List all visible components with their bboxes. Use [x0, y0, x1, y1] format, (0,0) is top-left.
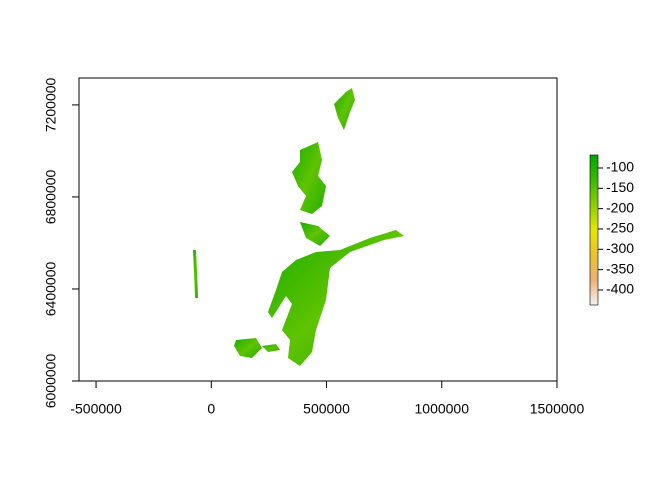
colorbar-tick-label: -300: [606, 240, 634, 256]
x-tick-label: 500000: [303, 401, 350, 417]
y-tick-label: 7200000: [43, 77, 59, 132]
x-tick-label: 1500000: [530, 401, 585, 417]
colorbar-tick-label: -200: [606, 199, 634, 215]
y-tick-label: 6000000: [43, 354, 59, 409]
colorbar-tick-label: -400: [606, 281, 634, 297]
y-tick-label: 6400000: [43, 262, 59, 317]
y-tick-label: 6800000: [43, 169, 59, 224]
plot-box: [78, 77, 558, 382]
colorbar: [589, 154, 599, 306]
colorbar-tick-label: -150: [606, 179, 634, 195]
x-tick-label: 1000000: [415, 401, 470, 417]
x-tick-label: 0: [207, 401, 215, 417]
raster-map: [193, 88, 404, 366]
colorbar-tick-label: -100: [606, 159, 634, 175]
colorbar-tick-label: -250: [606, 220, 634, 236]
colorbar-tick-label: -350: [606, 260, 634, 276]
x-tick-label: -500000: [70, 401, 122, 417]
